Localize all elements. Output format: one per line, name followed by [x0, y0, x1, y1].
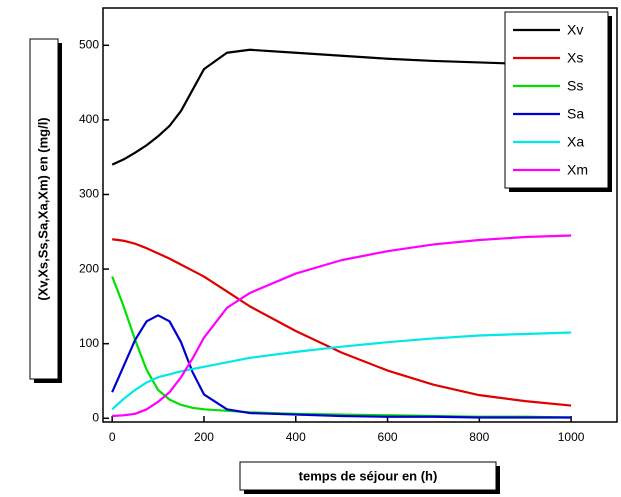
y-tick-label: 100: [79, 336, 99, 350]
y-tick-label: 200: [79, 261, 99, 275]
series-line: [112, 234, 572, 418]
series-line: [112, 238, 572, 407]
legend-label: Xv: [567, 22, 583, 38]
plot-frame: [102, 7, 618, 423]
series-line: [111, 331, 572, 411]
x-tick-label: 0: [109, 430, 116, 444]
x-axis-label: temps de séjour en (h): [299, 468, 438, 483]
legend-label: Sa: [567, 106, 584, 122]
x-tick-label: 800: [469, 430, 489, 444]
legend-label: Xm: [567, 162, 588, 178]
legend-box: [504, 11, 609, 189]
series-line: [111, 314, 572, 419]
y-tick-label: 0: [92, 410, 99, 424]
x-tick-label: 600: [378, 430, 398, 444]
legend-label: Xs: [567, 50, 583, 66]
x-tick-label: 200: [194, 430, 214, 444]
y-tick-label: 300: [79, 187, 99, 201]
y-tick-label: 500: [79, 37, 99, 51]
y-label-box: [29, 38, 59, 380]
y-tick-label: 400: [79, 112, 99, 126]
y-axis-label: (Xv,Xs,Ss,Sa,Xa,Xm) en (mg/l): [35, 117, 50, 300]
legend-label: Ss: [567, 78, 583, 94]
legend-label: Xa: [567, 134, 584, 150]
x-tick-label: 1000: [558, 430, 585, 444]
x-label-box: [239, 461, 497, 491]
series-line: [111, 48, 572, 166]
x-tick-label: 400: [286, 430, 306, 444]
